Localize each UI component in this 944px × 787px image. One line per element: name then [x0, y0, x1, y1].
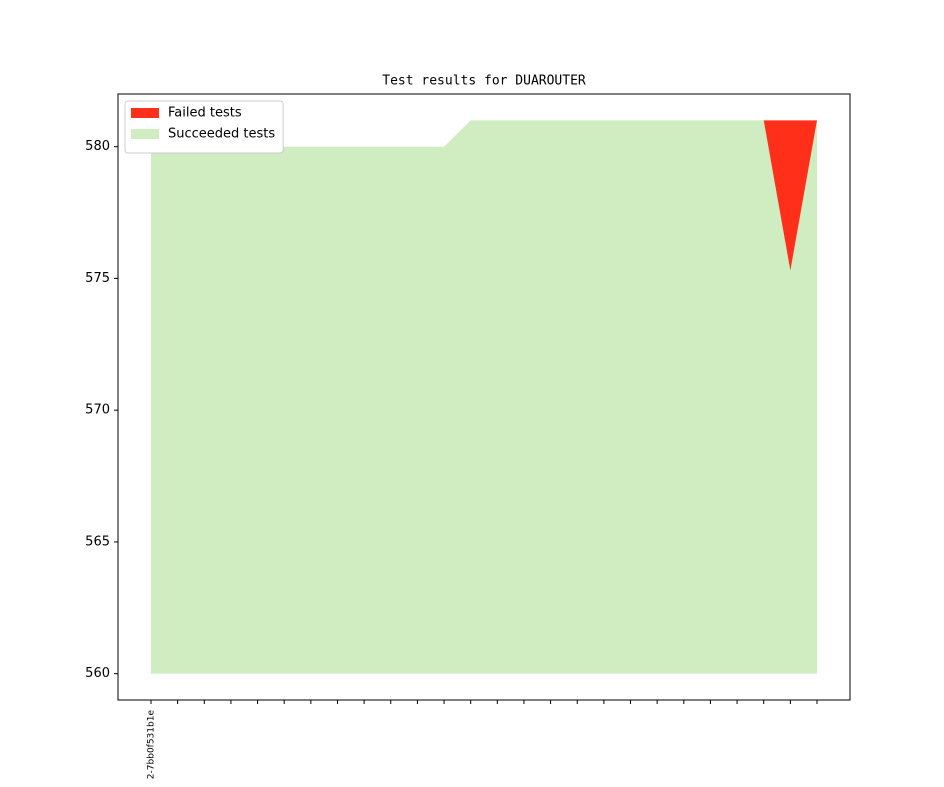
- area: [151, 120, 817, 674]
- legend-label: Failed tests: [168, 106, 242, 121]
- y-tick-label: 560: [85, 666, 110, 681]
- legend-label: Succeeded tests: [168, 127, 275, 142]
- legend: Failed tests Succeeded tests: [124, 100, 284, 154]
- y-tick-label: 575: [85, 271, 110, 286]
- y-tick-label: 570: [85, 403, 110, 418]
- legend-swatch: [131, 129, 159, 139]
- y-tick-label: 565: [85, 534, 110, 549]
- legend-box: [124, 100, 284, 154]
- x-tick-label: 2-7bb0f531b1e: [147, 710, 157, 780]
- chart-title: Test results for DUAROUTER: [382, 74, 586, 89]
- plot-frame: [117, 93, 851, 701]
- legend-swatch: [131, 108, 159, 118]
- y-tick-label: 580: [85, 139, 110, 154]
